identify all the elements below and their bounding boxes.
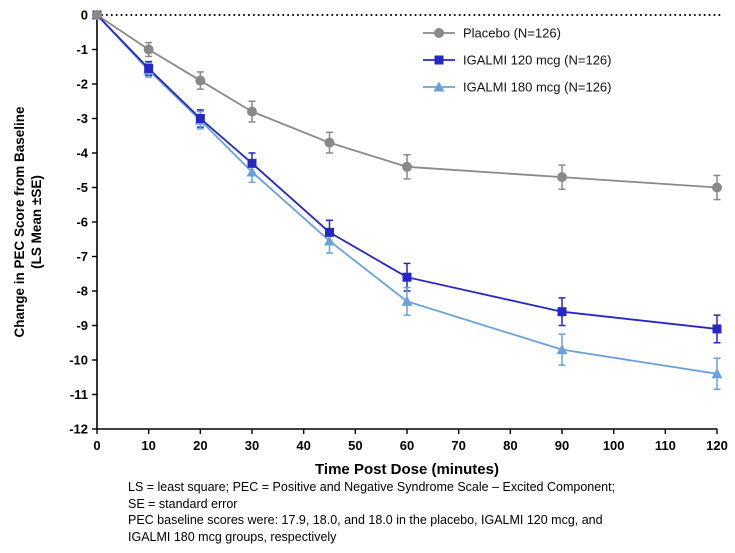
y-tick-label: -1 bbox=[76, 42, 88, 57]
x-tick-label: 50 bbox=[348, 438, 362, 453]
y-tick-label: 0 bbox=[81, 8, 88, 23]
legend-label: Placebo (N=126) bbox=[463, 26, 561, 41]
legend-label: IGALMI 180 mcg (N=126) bbox=[463, 80, 611, 95]
series-line-circle bbox=[96, 14, 718, 189]
footnote-line: PEC baseline scores were: 17.9, 18.0, an… bbox=[128, 513, 603, 527]
series-markers-triangle bbox=[91, 9, 723, 379]
x-tick-label: 40 bbox=[296, 438, 310, 453]
error-bars-circle bbox=[145, 41, 721, 201]
y-tick-label: -8 bbox=[76, 284, 88, 299]
x-axis-title: Time Post Dose (minutes) bbox=[315, 461, 499, 478]
error-bars-triangle bbox=[145, 62, 721, 391]
legend: Placebo (N=126) IGALMI 120 mcg (N=126) IGA… bbox=[423, 26, 611, 95]
x-tick-label: 10 bbox=[141, 438, 155, 453]
x-tick-label: 110 bbox=[655, 438, 676, 453]
x-tick-label: 30 bbox=[245, 438, 259, 453]
legend-label: IGALMI 120 mcg (N=126) bbox=[463, 53, 611, 68]
series-line-triangle bbox=[96, 14, 718, 375]
footnote-line: SE = standard error bbox=[128, 496, 238, 511]
x-tick-label: 120 bbox=[706, 438, 728, 453]
y-tick-label: -5 bbox=[76, 180, 88, 195]
x-tick-label: 80 bbox=[503, 438, 517, 453]
y-tick-label: -6 bbox=[76, 215, 88, 230]
x-tick-label: 60 bbox=[400, 438, 414, 453]
y-axis-ticks: 0 -1 -2 -3 -4 -5 -6 -7 -8 -9 -10 -11 -12 bbox=[69, 8, 97, 437]
series-line-square bbox=[96, 14, 718, 330]
footnote-line: IGALMI 180 mcg groups, respectively bbox=[128, 529, 337, 544]
x-tick-label: 100 bbox=[603, 438, 625, 453]
x-axis-ticks: 0 10 20 30 40 50 60 70 80 90 100 110 120 bbox=[93, 429, 728, 453]
y-tick-label: -2 bbox=[76, 77, 88, 92]
footnote-line: LS = least square; PEC = Positive and Ne… bbox=[128, 480, 616, 494]
x-tick-label: 0 bbox=[93, 438, 100, 453]
chart-footnotes: LS = least square; PEC = Positive and Ne… bbox=[128, 479, 735, 545]
y-tick-label: -12 bbox=[69, 422, 88, 437]
x-tick-label: 90 bbox=[555, 438, 569, 453]
y-axis-title: Change in PEC Score from Baseline bbox=[12, 106, 27, 338]
y-tick-label: -10 bbox=[69, 353, 88, 368]
x-tick-label: 20 bbox=[193, 438, 207, 453]
y-tick-label: -11 bbox=[70, 387, 88, 402]
series-markers-circle bbox=[92, 10, 722, 193]
y-tick-label: -9 bbox=[76, 318, 88, 333]
y-tick-label: -3 bbox=[76, 111, 88, 126]
x-tick-label: 70 bbox=[451, 438, 465, 453]
pec-score-line-chart: 0 10 20 30 40 50 60 70 80 90 100 110 120 0 -1 -2 -3 -4 -5 -… bbox=[12, 8, 728, 479]
y-tick-label: -4 bbox=[76, 146, 88, 161]
y-axis-title-line2: (LS Mean ±SE) bbox=[29, 175, 44, 269]
y-tick-label: -7 bbox=[76, 249, 88, 264]
error-bars-square bbox=[145, 60, 721, 344]
